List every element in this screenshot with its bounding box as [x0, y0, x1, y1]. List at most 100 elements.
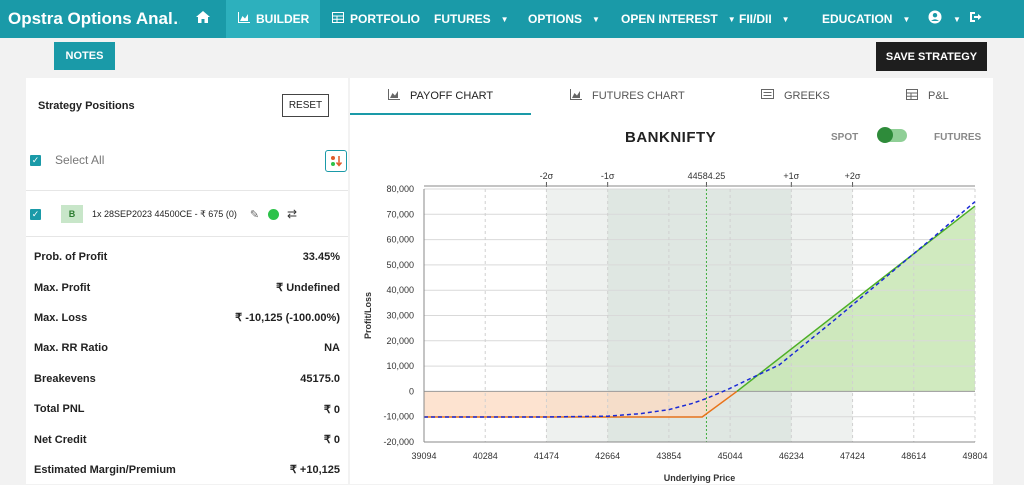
stat-label: Net Credit [34, 433, 87, 446]
tab-p-l[interactable]: P&L [906, 89, 949, 103]
profit-area [736, 206, 975, 392]
stat-value: ₹ 0 [323, 403, 340, 416]
futures-label[interactable]: FUTURES [934, 132, 982, 143]
reset-button[interactable]: RESET [282, 94, 329, 117]
chart-panel: PAYOFF CHART FUTURES CHART GREEKS P&L -20,0… [350, 78, 993, 484]
nav-portfolio[interactable]: PORTFOLIO [320, 0, 422, 38]
stat-row: Net Credit ₹ 0 [34, 424, 340, 454]
stat-row: Max. Profit ₹ Undefined [34, 272, 340, 302]
chart-tabs: PAYOFF CHART FUTURES CHART GREEKS P&L [350, 78, 993, 115]
nav-futures[interactable]: FUTURES ▼ [422, 0, 516, 38]
stat-value: NA [324, 342, 340, 355]
stat-value: ₹ Undefined [276, 282, 340, 295]
tab-label: P&L [928, 90, 949, 102]
tab-payoff-chart[interactable]: PAYOFF CHART [388, 89, 493, 103]
nav-label: FII/DII [739, 12, 772, 26]
nav-label: PORTFOLIO [350, 12, 420, 26]
position-text: 1x 28SEP2023 44500CE - ₹ 675 (0) [92, 208, 237, 219]
sigma-label: +1σ [783, 171, 799, 181]
stat-value: 45175.0 [300, 372, 340, 385]
active-tab-underline [350, 113, 531, 115]
status-dot-icon[interactable] [268, 208, 280, 220]
chart-area-icon [388, 89, 400, 103]
spot-label[interactable]: SPOT [831, 132, 859, 143]
stat-row: Max. RR Ratio NA [34, 333, 340, 363]
tab-futures-chart[interactable]: FUTURES CHART [570, 89, 685, 103]
select-all-row[interactable]: ✓ Select All [30, 153, 104, 167]
nav-builder[interactable]: BUILDER [226, 0, 320, 38]
chevron-down-icon: ▼ [592, 14, 600, 24]
x-axis-title: Underlying Price [664, 473, 736, 483]
greeks-icon [761, 89, 774, 102]
divider [26, 190, 348, 191]
strategy-positions-panel: Strategy Positions RESET ✓ Select All ✓ … [26, 78, 348, 484]
select-all-checkbox[interactable]: ✓ [30, 154, 41, 166]
buy-badge: B [61, 205, 83, 223]
logout-icon[interactable] [961, 10, 991, 28]
x-tick-label: 49804 [962, 451, 987, 461]
stat-label: Prob. of Profit [34, 251, 108, 264]
x-tick-label: 48614 [901, 451, 926, 461]
stat-row: Max. Loss ₹ -10,125 (-100.00%) [34, 303, 340, 333]
y-tick-label: 50,000 [386, 260, 414, 270]
strategy-positions-title: Strategy Positions [38, 100, 135, 112]
y-tick-label: 10,000 [386, 361, 414, 371]
y-tick-label: 80,000 [386, 184, 414, 194]
chart-title: BANKNIFTY [625, 129, 717, 146]
nav-label: OPTIONS [528, 12, 583, 26]
chart-area-icon [238, 12, 250, 26]
home-icon[interactable] [180, 10, 226, 29]
y-tick-label: 20,000 [386, 336, 414, 346]
toggle-knob[interactable] [877, 127, 893, 143]
nav-label: EDUCATION [822, 12, 893, 26]
nav-label: FUTURES [434, 12, 491, 26]
swap-icon[interactable]: ⇄ [287, 207, 298, 221]
chevron-down-icon: ▼ [902, 14, 911, 24]
chevron-down-icon: ▼ [727, 14, 736, 24]
stat-row: Breakevens 45175.0 [34, 364, 340, 394]
x-tick-label: 40284 [473, 451, 498, 461]
x-tick-label: 41474 [534, 451, 559, 461]
sort-icon[interactable] [325, 150, 347, 172]
y-tick-label: 70,000 [386, 209, 414, 219]
table-icon [332, 12, 344, 26]
tab-label: GREEKS [784, 89, 830, 102]
stat-label: Max. Loss [34, 311, 88, 324]
x-tick-label: 45044 [718, 451, 743, 461]
nav-options[interactable]: OPTIONS ▼ [516, 0, 609, 38]
sigma-label: -2σ [540, 171, 554, 181]
account-icon[interactable] [917, 10, 953, 29]
y-tick-label: 30,000 [386, 311, 414, 321]
app-brand[interactable]: Opstra Options Anal… [8, 9, 180, 28]
stat-value: ₹ -10,125 (-100.00%) [235, 312, 340, 325]
target-payoff-line [423, 201, 976, 418]
nav-education[interactable]: EDUCATION ▼ [810, 0, 917, 38]
nav-label: BUILDER [256, 12, 310, 26]
x-tick-label: 46234 [779, 451, 804, 461]
divider [26, 236, 348, 237]
x-tick-label: 42664 [595, 451, 620, 461]
tab-greeks[interactable]: GREEKS [761, 89, 830, 102]
notes-button[interactable]: NOTES [54, 42, 115, 70]
table-icon [906, 89, 918, 103]
chevron-down-icon: ▼ [500, 14, 509, 24]
nav-fii-dii[interactable]: FII/DII ▼ [727, 0, 810, 38]
expiry-profit-line [736, 205, 976, 393]
position-checkbox[interactable]: ✓ [30, 208, 41, 220]
stats-list: Prob. of Profit 33.45% Max. Profit ₹ Undefi… [34, 242, 340, 485]
nav-label: OPEN INTEREST [621, 12, 718, 26]
sigma-label: -1σ [601, 171, 615, 181]
edit-icon[interactable]: ✎ [249, 208, 260, 221]
payoff-chart[interactable]: -20,000 -10,000 0 10,000 20,000 30,000 40,000 5… [350, 78, 993, 484]
x-tick-label: 39094 [411, 451, 436, 461]
nav-open-interest[interactable]: OPEN INTEREST ▼ [609, 0, 736, 38]
top-navbar: Opstra Options Anal… BUILDER PORTFOLIO FUT… [0, 0, 1024, 38]
stat-label: Max. RR Ratio [34, 342, 108, 355]
y-tick-label: 40,000 [386, 285, 414, 295]
account-caret-icon[interactable]: ▼ [953, 14, 961, 24]
save-strategy-button[interactable]: SAVE STRATEGY [876, 42, 987, 71]
stat-label: Total PNL [34, 403, 85, 416]
stat-value: 33.45% [302, 251, 340, 264]
position-row: ✓ B 1x 28SEP2023 44500CE - ₹ 675 (0) ✎ ⇄ [30, 205, 297, 223]
chevron-down-icon: ▼ [781, 14, 790, 24]
